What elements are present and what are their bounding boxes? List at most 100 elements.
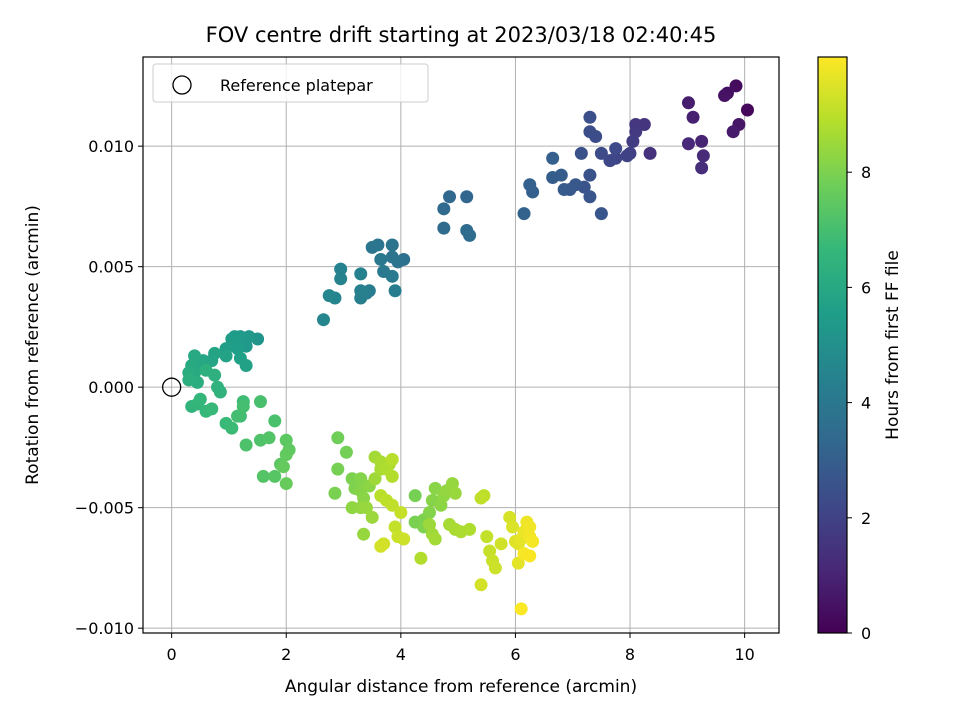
data-point bbox=[506, 520, 520, 534]
y-tick-label: 0.010 bbox=[88, 137, 134, 156]
data-point bbox=[626, 134, 640, 148]
data-point bbox=[474, 578, 488, 592]
legend-box bbox=[152, 63, 429, 103]
y-tick-label: −0.005 bbox=[75, 499, 134, 518]
chart-title: FOV centre drift starting at 2023/03/18 … bbox=[206, 23, 717, 47]
data-point bbox=[374, 539, 388, 553]
data-point bbox=[225, 332, 239, 346]
data-point bbox=[437, 221, 451, 235]
data-point bbox=[385, 238, 399, 252]
data-point bbox=[359, 501, 373, 515]
colorbar-tick-label: 6 bbox=[861, 278, 871, 297]
data-point bbox=[397, 532, 411, 546]
y-axis-label: Rotation from reference (arcmin) bbox=[23, 205, 43, 485]
data-point bbox=[437, 202, 451, 216]
y-tick-label: 0.000 bbox=[88, 378, 134, 397]
data-point bbox=[357, 527, 371, 541]
data-point bbox=[316, 313, 330, 327]
data-point bbox=[583, 190, 597, 204]
data-point bbox=[334, 262, 348, 276]
colorbar-tick-label: 0 bbox=[861, 624, 871, 643]
data-point bbox=[740, 103, 754, 117]
reference-marker bbox=[161, 377, 182, 397]
data-point bbox=[603, 154, 617, 168]
data-point bbox=[331, 431, 345, 445]
data-point bbox=[517, 207, 531, 221]
colorbar-gradient bbox=[818, 57, 847, 633]
colorbar-tick-label: 8 bbox=[861, 163, 871, 182]
data-point bbox=[256, 469, 270, 483]
data-point bbox=[219, 349, 233, 363]
data-point bbox=[726, 125, 740, 139]
data-point bbox=[365, 240, 379, 254]
x-tick-label: 2 bbox=[281, 645, 291, 664]
data-point bbox=[514, 602, 528, 616]
x-tick-label: 10 bbox=[734, 645, 754, 664]
data-point bbox=[262, 431, 276, 445]
data-point bbox=[681, 137, 695, 151]
data-point bbox=[225, 421, 239, 435]
data-point bbox=[208, 368, 222, 382]
colorbar-frame bbox=[817, 56, 848, 634]
data-point bbox=[408, 489, 422, 503]
y-tick-label: 0.005 bbox=[88, 258, 134, 277]
grid bbox=[143, 57, 779, 633]
data-point bbox=[428, 532, 442, 546]
data-point bbox=[729, 79, 743, 93]
data-point bbox=[385, 269, 399, 283]
data-point bbox=[474, 491, 488, 505]
data-point bbox=[385, 469, 399, 483]
data-point bbox=[354, 284, 368, 298]
data-point bbox=[385, 452, 399, 466]
data-point bbox=[523, 520, 537, 534]
data-point bbox=[374, 252, 388, 266]
data-point bbox=[620, 149, 634, 163]
data-point bbox=[422, 505, 436, 519]
data-point bbox=[686, 110, 700, 124]
data-point bbox=[385, 498, 399, 512]
data-point bbox=[526, 534, 540, 548]
data-point bbox=[236, 399, 250, 413]
data-point bbox=[463, 522, 477, 536]
data-point bbox=[546, 151, 560, 165]
data-point bbox=[463, 228, 477, 242]
colorbar-label: Hours from first FF file bbox=[883, 250, 903, 440]
x-tick-label: 8 bbox=[625, 645, 635, 664]
data-point bbox=[388, 284, 402, 298]
data-point bbox=[193, 392, 207, 406]
data-point bbox=[574, 146, 588, 160]
data-point bbox=[276, 460, 290, 474]
data-point bbox=[695, 134, 709, 148]
data-point bbox=[414, 551, 428, 565]
data-point bbox=[594, 146, 608, 160]
legend: Reference platepar bbox=[152, 63, 429, 103]
data-point bbox=[365, 510, 379, 524]
data-points bbox=[182, 79, 754, 616]
data-point bbox=[681, 96, 695, 110]
data-point bbox=[322, 289, 336, 303]
data-point bbox=[583, 110, 597, 124]
data-point bbox=[511, 556, 525, 570]
data-point bbox=[239, 438, 253, 452]
data-point bbox=[253, 395, 267, 409]
x-tick-label: 0 bbox=[167, 645, 177, 664]
colorbar-tick-label: 4 bbox=[861, 394, 871, 413]
legend-marker-icon bbox=[172, 75, 192, 95]
data-point bbox=[213, 385, 227, 399]
x-axis-ticks: 0 2 4 6 8 10 bbox=[167, 633, 755, 664]
data-point bbox=[557, 183, 571, 197]
colorbar-tick-label: 2 bbox=[861, 509, 871, 528]
data-point bbox=[334, 272, 348, 286]
data-point bbox=[368, 472, 382, 486]
data-point bbox=[718, 89, 732, 103]
x-tick-label: 4 bbox=[396, 645, 406, 664]
data-point bbox=[480, 530, 494, 544]
data-point bbox=[394, 505, 408, 519]
data-point bbox=[239, 358, 253, 372]
data-point bbox=[695, 161, 709, 175]
data-point bbox=[609, 142, 623, 156]
data-point bbox=[583, 125, 597, 139]
data-point bbox=[696, 149, 710, 163]
x-axis-label: Angular distance from reference (arcmin) bbox=[285, 677, 637, 697]
